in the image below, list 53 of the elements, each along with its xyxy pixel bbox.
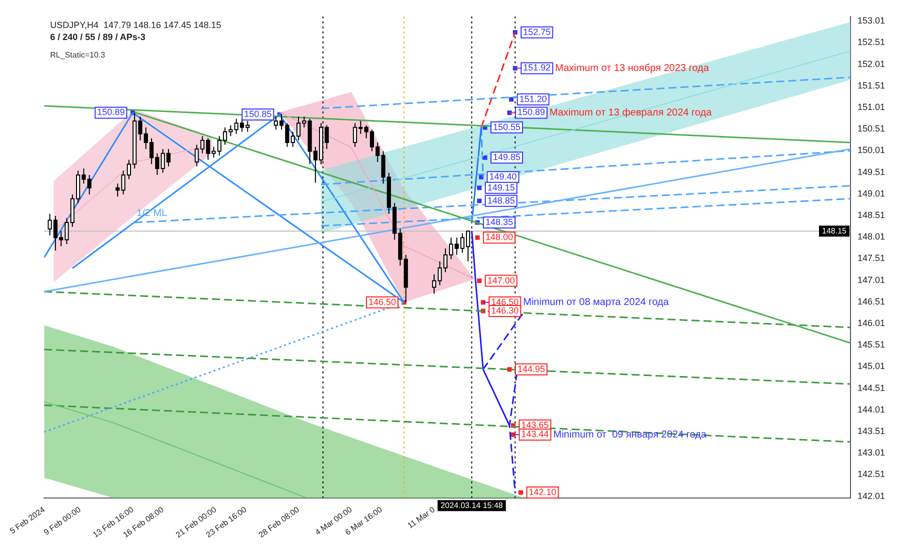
- text: 6 / 240 / 55 / 89 / APs-3: [50, 32, 146, 42]
- data-label: 146.50: [368, 296, 396, 307]
- y-tick-label: 148.51: [857, 210, 886, 220]
- data-label: 147.00: [487, 275, 515, 286]
- y-tick-label: 151.01: [857, 102, 886, 112]
- ref-line-label: 2024.03.14 15:48: [440, 500, 504, 510]
- y-tick-label: 147.01: [857, 274, 886, 285]
- y-tick-label: 149.51: [857, 166, 886, 177]
- data-label: 144.95: [517, 364, 546, 374]
- y-tick-label: 147.51: [857, 253, 886, 264]
- y-tick-label: 144.01: [857, 404, 886, 414]
- data-label: 150.89: [97, 107, 125, 118]
- data-label: 142.10: [528, 486, 556, 497]
- y-tick-label: 144.51: [857, 382, 886, 393]
- data-label: 146.50: [491, 296, 519, 307]
- y-tick-label: 153.01: [857, 16, 886, 26]
- data-label: 150.55: [492, 122, 521, 132]
- chart-title: USDJPY,H4 147.79 148.16 147.45 148.15: [50, 20, 222, 30]
- data-label: 149.40: [489, 172, 517, 182]
- data-label: 150.85: [244, 108, 272, 119]
- data-label: 149.85: [492, 152, 521, 162]
- y-tick-label: 150.51: [857, 124, 886, 134]
- y-tick-label: 143.01: [857, 448, 886, 458]
- data-label: 152.75: [523, 26, 551, 37]
- annotation: RL_Static=10.3: [50, 50, 106, 60]
- data-label: 148.35: [485, 216, 513, 227]
- y-tick-label: 152.51: [857, 37, 886, 48]
- y-tick-label: 143.51: [857, 426, 886, 436]
- data-label: 143.65: [521, 420, 549, 430]
- data-label: 143.44: [521, 429, 549, 440]
- y-tick-label: 149.01: [857, 188, 886, 198]
- ref-line-label: 148.15: [822, 226, 848, 236]
- y-tick-label: 145.01: [857, 361, 886, 372]
- y-tick-label: 142.01: [857, 490, 886, 501]
- data-label: 148.00: [485, 232, 513, 242]
- data-label: 148.85: [487, 195, 515, 206]
- y-tick-label: 150.01: [857, 145, 886, 156]
- y-tick-label: 151.51: [857, 80, 886, 90]
- x-tick-label: 11 Mar 0: [406, 504, 437, 530]
- y-tick-label: 145.51: [857, 340, 886, 350]
- y-tick-label: 148.01: [857, 232, 886, 242]
- annotation: Maximum от 13 ноября 2023 года: [555, 62, 710, 74]
- data-label: 151.92: [523, 62, 551, 73]
- y-tick-label: 146.51: [857, 296, 886, 306]
- annotation: Maximum от 13 февраля 2024 года: [549, 107, 712, 118]
- y-tick-label: 152.01: [857, 58, 886, 69]
- y-tick-label: 142.51: [857, 469, 886, 480]
- data-label: 146.30: [491, 306, 519, 316]
- data-label: 150.89: [517, 107, 546, 118]
- data-label: 151.20: [519, 94, 547, 104]
- data-label: 149.15: [487, 182, 515, 192]
- y-tick-label: 146.01: [857, 318, 886, 328]
- annotation: Minimum от 08 марта 2024 года: [523, 297, 670, 308]
